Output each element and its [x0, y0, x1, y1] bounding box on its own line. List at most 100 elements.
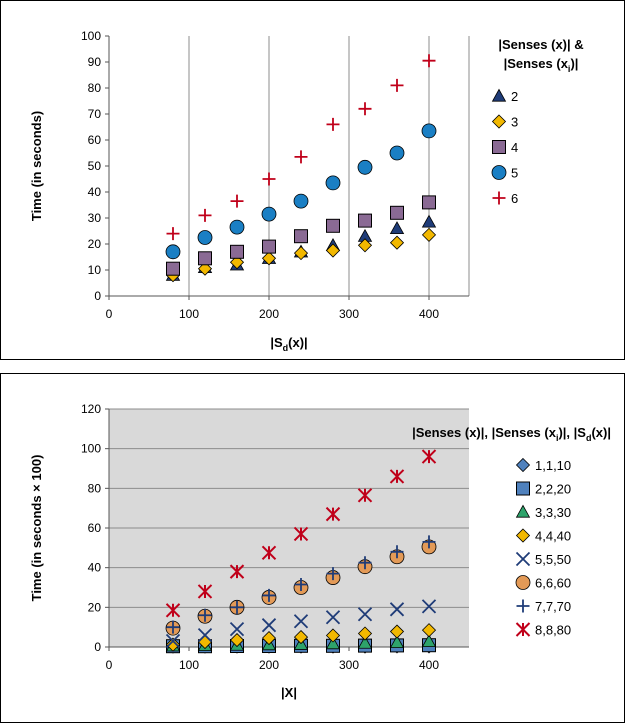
y-axis-label: Time (in seconds) — [29, 111, 44, 221]
data-point — [325, 610, 341, 625]
legend-label: 3 — [511, 115, 518, 130]
y-tick-label: 80 — [88, 81, 102, 95]
series-5-5-50 — [165, 599, 437, 649]
data-point — [325, 506, 341, 522]
data-point — [421, 599, 437, 614]
y-tick-label: 20 — [88, 237, 102, 251]
legend-marker — [515, 575, 531, 590]
legend-marker — [515, 528, 531, 543]
legend-marker — [516, 481, 530, 496]
legend-label: 2,2,20 — [535, 482, 571, 497]
x-tick-label: 0 — [106, 658, 113, 672]
data-point — [326, 567, 340, 581]
scatter-chart-top: 0 10 20 30 40 50 60 70 80 90 100 0 100 200 300 400 Time … — [29, 29, 584, 353]
y-axis-label: Time (in seconds × 100) — [29, 455, 44, 602]
legend-label: 4 — [511, 140, 518, 155]
data-point — [262, 239, 276, 254]
y-tick-label: 60 — [88, 133, 102, 147]
subscript: d — [283, 343, 289, 353]
data-point — [166, 261, 180, 276]
data-point — [198, 251, 212, 266]
data-point — [325, 636, 341, 650]
data-point — [230, 600, 244, 614]
text-part: (x)| — [288, 335, 308, 350]
x-axis-label: |X| — [281, 685, 297, 700]
data-point — [166, 227, 180, 241]
series-8-8-80 — [165, 449, 437, 618]
data-point — [389, 635, 405, 649]
data-point — [229, 564, 245, 579]
data-point — [389, 221, 405, 235]
data-point — [358, 213, 372, 228]
data-point — [166, 620, 180, 634]
y-tick-label: 0 — [94, 289, 101, 303]
legend-label: 8,8,80 — [535, 623, 571, 638]
subscript: d — [586, 433, 592, 443]
data-point — [421, 214, 437, 228]
data-point — [389, 469, 405, 484]
data-point — [357, 607, 373, 622]
x-tick-label: 200 — [259, 658, 279, 672]
data-point — [389, 624, 405, 639]
text-part: )| — [570, 56, 578, 71]
data-point — [197, 584, 213, 599]
data-point — [230, 244, 244, 259]
y-tick-label: 40 — [88, 185, 102, 199]
y-tick-label: 0 — [94, 640, 101, 654]
series-4-4-40 — [165, 623, 437, 652]
data-point — [357, 626, 373, 641]
data-point — [326, 218, 340, 233]
data-point — [357, 159, 373, 175]
data-point — [422, 535, 436, 549]
data-point — [198, 608, 212, 622]
data-point — [165, 244, 181, 260]
data-point — [165, 603, 181, 618]
data-point — [422, 54, 436, 68]
chart-panel-bottom: 0 20 40 60 80 100 120 0 100 200 300 400 Time (in sec… — [0, 373, 625, 723]
y-tick-label: 90 — [88, 55, 102, 69]
x-tick-label: 100 — [179, 307, 199, 321]
data-point — [261, 631, 277, 646]
data-point — [389, 145, 405, 161]
legend-label: 7,7,70 — [535, 599, 571, 614]
data-point — [261, 206, 277, 222]
series-7-7-70 — [166, 535, 436, 634]
data-point — [261, 618, 277, 633]
data-point — [293, 526, 309, 542]
series-5 — [165, 123, 437, 260]
data-point — [229, 255, 245, 270]
text-part: |Senses (x)|, |Senses (x — [412, 425, 557, 440]
series-3 — [165, 227, 437, 283]
data-point — [165, 637, 181, 652]
data-point — [293, 193, 309, 209]
data-point — [325, 243, 341, 258]
legend-label: 3,3,30 — [535, 505, 571, 520]
text-part: |S — [270, 335, 283, 350]
data-point — [326, 117, 340, 131]
data-point — [293, 630, 309, 645]
chart-panel-top: 0 10 20 30 40 50 60 70 80 90 100 0 100 200 300 400 Time … — [0, 0, 625, 360]
data-point — [294, 150, 308, 164]
data-point — [422, 195, 436, 210]
legend-marker — [516, 599, 530, 613]
y-tick-label: 40 — [88, 561, 102, 575]
legend-label: 5 — [511, 166, 518, 181]
data-point — [230, 194, 244, 208]
legend-label: 4,4,40 — [535, 529, 571, 544]
subscript: i — [556, 433, 559, 443]
legend-marker — [515, 457, 531, 473]
y-tick-label: 60 — [88, 521, 102, 535]
legend-marker — [492, 140, 506, 154]
data-point — [165, 633, 181, 649]
text-part: (x)| — [591, 425, 611, 440]
series-4 — [166, 195, 436, 276]
legend-marker — [515, 551, 531, 567]
data-point — [421, 227, 437, 242]
y-tick-label: 80 — [88, 481, 102, 495]
x-axis-label: |Sd(x)| — [270, 335, 307, 353]
legend-marker — [515, 622, 531, 637]
y-tick-label: 50 — [88, 159, 102, 173]
scatter-chart-bottom: 0 20 40 60 80 100 120 0 100 200 300 400 Time (in sec… — [29, 402, 611, 700]
legend-marker — [491, 114, 507, 129]
data-point — [421, 123, 437, 139]
